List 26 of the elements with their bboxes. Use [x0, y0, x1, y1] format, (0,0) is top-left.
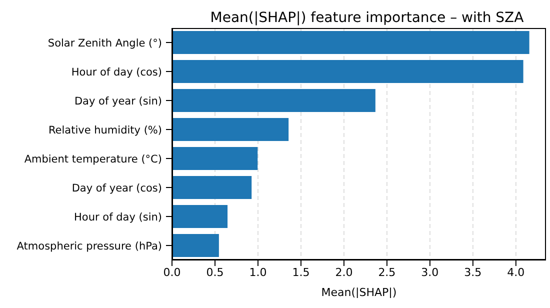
bar: [172, 176, 252, 199]
x-tick-label: 2.0: [335, 266, 353, 279]
y-tick-label: Day of year (sin): [74, 96, 162, 108]
bar: [172, 88, 376, 112]
bar: [172, 118, 289, 141]
x-tick-label: 0.0: [163, 266, 181, 279]
chart-title: Mean(|SHAP|) feature importance – with SZA: [209, 10, 525, 26]
y-tick-label: Ambient temperature (°C): [24, 154, 162, 166]
x-tick-label: 1.5: [292, 266, 310, 279]
y-tick-label: Relative humidity (%): [48, 124, 162, 136]
bar: [172, 204, 228, 228]
x-tick-label: 4.0: [507, 266, 525, 279]
y-tick-label: Day of year (cos): [72, 182, 162, 194]
x-tick-label: 3.5: [464, 266, 482, 279]
bar: [172, 60, 524, 83]
y-tick-label: Hour of day (cos): [71, 66, 162, 78]
x-tick-label: 3.0: [421, 266, 439, 279]
bar: [172, 146, 258, 170]
x-tick-label: 2.5: [378, 266, 396, 279]
bar: [172, 234, 219, 257]
x-tick-label: 0.5: [206, 266, 224, 279]
y-tick-label: Atmospheric pressure (hPa): [16, 240, 162, 252]
y-tick-label: Solar Zenith Angle (°): [48, 38, 162, 50]
x-tick-label: 1.0: [249, 266, 267, 279]
y-tick-label: Hour of day (sin): [74, 212, 162, 224]
bar: [172, 30, 530, 54]
